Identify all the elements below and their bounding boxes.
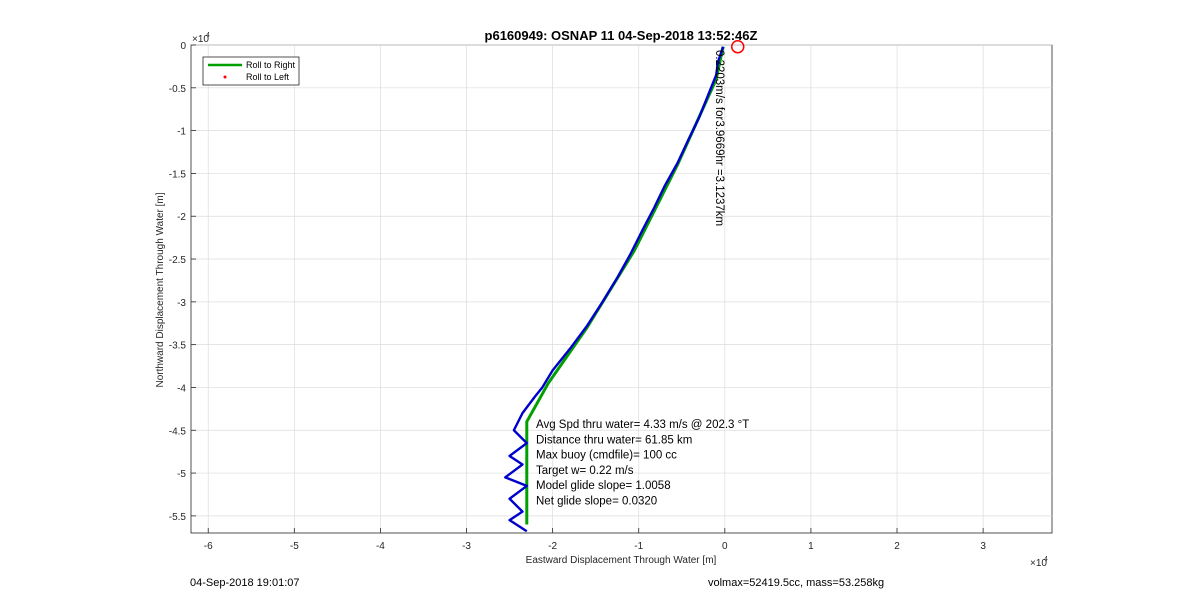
annotation-line: Max buoy (cmdfile)= 100 cc bbox=[536, 450, 677, 462]
grid bbox=[191, 44, 1052, 533]
annotation-line: Net glide slope= 0.0320 bbox=[536, 496, 657, 508]
y-tick-label: -5.5 bbox=[169, 512, 187, 523]
y-tick-label: -3 bbox=[177, 298, 186, 309]
annotation-line: Avg Spd thru water= 4.33 m/s @ 202.3 °T bbox=[536, 419, 749, 431]
legend-swatch-left bbox=[223, 75, 227, 79]
y-exponent-power: 4 bbox=[206, 32, 210, 39]
x-tick-label: -3 bbox=[462, 541, 471, 552]
legend-label-right: Roll to Right bbox=[246, 60, 296, 70]
y-tick-label: -4.5 bbox=[169, 426, 187, 437]
y-ticks: 0 -0.5 -1 -1.5 -2 -2.5 -3 -3.5 -4 -4.5 -5 -5.5 bbox=[169, 41, 196, 523]
x-axis-label: Eastward Displacement Through Water [m] bbox=[526, 555, 717, 566]
y-tick-label: -4 bbox=[177, 383, 186, 394]
x-tick-label: -5 bbox=[290, 541, 299, 552]
x-tick-label: 1 bbox=[808, 541, 814, 552]
x-ticks: -6 -5 -4 -3 -2 -1 0 1 2 3 bbox=[204, 528, 986, 552]
x-tick-label: -1 bbox=[634, 541, 643, 552]
legend-box bbox=[202, 56, 300, 86]
legend: Roll to Right Roll to Left bbox=[202, 56, 300, 86]
annotations: Avg Spd thru water= 4.33 m/s @ 202.3 °T D… bbox=[536, 419, 749, 508]
legend-label-left: Roll to Left bbox=[246, 72, 290, 82]
y-tick-label: -1.5 bbox=[169, 169, 187, 180]
y-tick-label: -1 bbox=[177, 127, 186, 138]
annotation-line: Distance thru water= 61.85 km bbox=[536, 434, 692, 446]
y-exponent: ×10 4 bbox=[192, 32, 210, 45]
x-tick-label: -2 bbox=[548, 541, 557, 552]
y-tick-label: -5 bbox=[177, 469, 186, 480]
y-tick-label: 0 bbox=[180, 41, 186, 52]
annotation-line: Model glide slope= 1.0058 bbox=[536, 480, 671, 492]
y-tick-label: -2.5 bbox=[169, 255, 187, 266]
x-exponent: ×10 4 bbox=[1030, 556, 1048, 569]
start-marker bbox=[730, 39, 745, 54]
x-tick-label: -6 bbox=[204, 541, 213, 552]
x-tick-label: 0 bbox=[722, 541, 728, 552]
y-axis-label: Northward Displacement Through Water [m] bbox=[155, 192, 166, 387]
x-tick-label: 3 bbox=[980, 541, 986, 552]
x-tick-label: -4 bbox=[376, 541, 385, 552]
annotation-line: Target w= 0.22 m/s bbox=[536, 465, 634, 477]
plot-frame bbox=[190, 44, 1053, 534]
footer-vol-mass: volmax=52419.5cc, mass=53.258kg bbox=[708, 577, 885, 589]
x-tick-label: 2 bbox=[894, 541, 900, 552]
x-exponent-power: 4 bbox=[1044, 556, 1048, 563]
series-layer bbox=[504, 39, 745, 533]
y-tick-label: -0.5 bbox=[169, 84, 187, 95]
y-tick-label: -3.5 bbox=[169, 341, 187, 352]
footer-timestamp: 04-Sep-2018 19:01:07 bbox=[190, 577, 300, 589]
chart-title: p6160949: OSNAP 11 04-Sep-2018 13:52:46Z bbox=[485, 28, 758, 43]
current-speed-label: 0.2203m/s for3.9669hr =3.1237km bbox=[713, 50, 725, 226]
series-line-track bbox=[504, 46, 725, 533]
y-exponent-base: ×10 bbox=[192, 34, 209, 45]
x-exponent-base: ×10 bbox=[1030, 558, 1047, 569]
plot-area bbox=[190, 44, 1053, 534]
y-tick-label: -2 bbox=[177, 212, 186, 223]
